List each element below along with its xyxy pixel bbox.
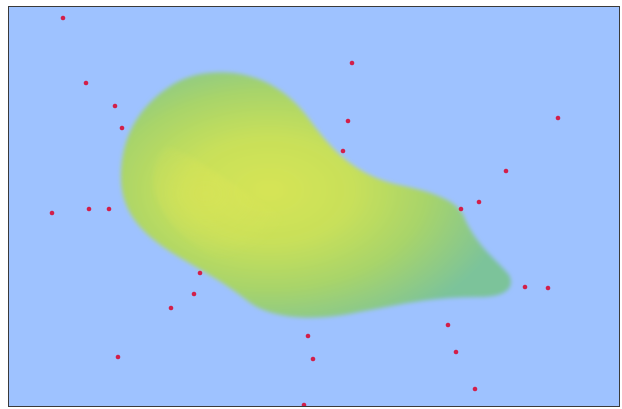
point-marker	[472, 386, 478, 392]
point-marker	[545, 285, 551, 291]
scene-svg	[49, 15, 561, 406]
density-blob-core	[153, 147, 328, 280]
point-marker	[301, 402, 307, 406]
plot-panel	[8, 6, 620, 407]
point-marker	[119, 125, 125, 131]
point-marker	[115, 354, 121, 360]
point-marker	[197, 270, 203, 276]
point-marker	[60, 15, 66, 21]
density-blob	[121, 72, 511, 318]
point-marker	[522, 284, 528, 290]
point-marker	[453, 349, 459, 355]
point-marker	[191, 291, 197, 297]
point-marker	[458, 206, 464, 212]
point-marker	[168, 305, 174, 311]
point-marker	[445, 322, 451, 328]
point-marker	[503, 168, 509, 174]
point-marker	[310, 356, 316, 362]
point-marker	[345, 118, 351, 124]
point-marker	[49, 210, 55, 216]
point-marker	[86, 206, 92, 212]
point-marker	[305, 333, 311, 339]
point-marker	[349, 60, 355, 66]
point-marker	[476, 199, 482, 205]
point-marker	[340, 148, 346, 154]
point-marker	[112, 103, 118, 109]
point-marker	[83, 80, 89, 86]
point-marker	[106, 206, 112, 212]
point-marker	[555, 115, 561, 121]
point-markers	[49, 15, 561, 406]
